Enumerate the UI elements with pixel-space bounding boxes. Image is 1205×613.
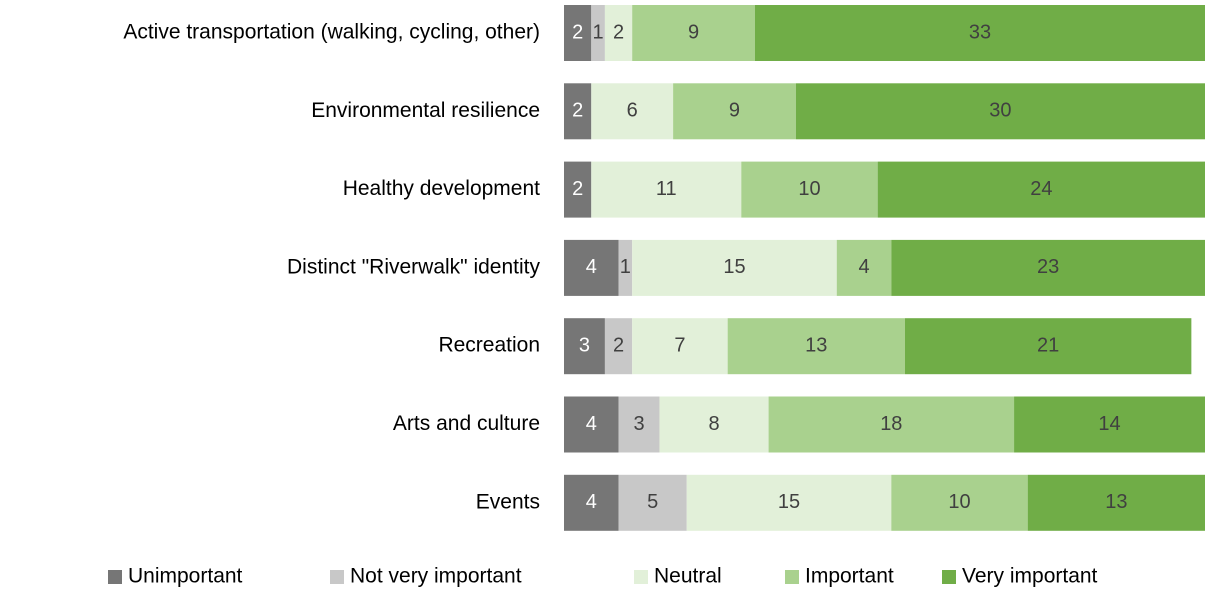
data-label: 10 — [948, 491, 970, 513]
bar-segment — [891, 239, 1205, 296]
data-label: 11 — [656, 178, 677, 200]
bar-segment — [591, 5, 605, 61]
data-label: 4 — [858, 256, 869, 278]
legend-swatch — [942, 570, 956, 584]
data-label: 3 — [579, 334, 590, 356]
bar-segment — [591, 83, 674, 140]
bar-segment — [768, 396, 1015, 453]
bar-segment — [1027, 474, 1205, 531]
data-label: 15 — [778, 491, 800, 513]
bar-segment — [632, 5, 755, 61]
data-label: 2 — [572, 21, 583, 43]
data-label: 2 — [572, 100, 583, 122]
data-label: 1 — [620, 256, 631, 278]
bar-segment — [659, 396, 769, 453]
bar-segment — [618, 474, 687, 531]
legend-label: Unimportant — [128, 565, 243, 588]
data-label: 15 — [723, 256, 745, 278]
bar-segment — [591, 161, 742, 218]
data-label: 7 — [674, 334, 685, 356]
data-label: 4 — [586, 491, 597, 513]
bar-segment — [891, 474, 1028, 531]
bar-segment — [754, 5, 1205, 61]
bar-segment — [836, 239, 892, 296]
data-label: 10 — [798, 178, 820, 200]
data-label: 2 — [572, 178, 583, 200]
data-label: 18 — [880, 413, 902, 435]
data-label: 2 — [613, 21, 624, 43]
y-tick-label: Distinct "Riverwalk" identity — [287, 255, 540, 278]
bar-segment — [604, 5, 633, 61]
legend-label: Important — [805, 565, 894, 588]
y-tick-label: Healthy development — [343, 177, 540, 200]
legend-label: Neutral — [654, 565, 722, 588]
legend-swatch — [330, 570, 344, 584]
y-tick-label: Recreation — [438, 334, 540, 357]
bar-segment — [564, 83, 592, 140]
y-tick-label: Events — [476, 490, 540, 513]
bar-segment — [686, 474, 892, 531]
data-label: 8 — [708, 413, 719, 435]
bar-segment — [564, 396, 619, 453]
bar-segment — [795, 83, 1205, 140]
legend-label: Very important — [962, 565, 1098, 588]
data-label: 3 — [633, 413, 644, 435]
bar-segment — [564, 318, 605, 375]
bar-segment — [564, 474, 619, 531]
bar-segment — [904, 318, 1192, 375]
bar-segment — [564, 161, 592, 218]
bar-segment — [604, 318, 633, 375]
data-label: 9 — [688, 21, 699, 43]
data-label: 5 — [647, 491, 658, 513]
data-label: 14 — [1098, 413, 1120, 435]
bar-segment — [877, 161, 1205, 218]
bar-segment — [741, 161, 878, 218]
data-label: 1 — [593, 21, 604, 43]
data-label: 13 — [1105, 491, 1127, 513]
bar-segment — [632, 318, 728, 375]
legend-label: Not very important — [350, 565, 522, 588]
bar-segment — [1014, 396, 1205, 453]
bar-segment — [727, 318, 905, 375]
bar-segment — [564, 5, 592, 61]
y-tick-label: Environmental resilience — [311, 99, 540, 122]
bar-segment — [618, 239, 633, 296]
data-label: 24 — [1030, 178, 1052, 200]
data-label: 13 — [805, 334, 827, 356]
legend-swatch — [785, 570, 799, 584]
legend-swatch — [108, 570, 122, 584]
data-label: 2 — [613, 334, 624, 356]
bar-segment — [673, 83, 796, 140]
data-label: 33 — [969, 21, 991, 43]
y-tick-label: Arts and culture — [393, 412, 540, 435]
data-label: 4 — [586, 256, 597, 278]
data-label: 9 — [729, 100, 740, 122]
data-label: 21 — [1037, 334, 1059, 356]
data-label: 23 — [1037, 256, 1059, 278]
bar-segment — [564, 239, 619, 296]
bar-segment — [618, 396, 660, 453]
data-label: 6 — [627, 100, 638, 122]
legend-swatch — [634, 570, 648, 584]
y-tick-label: Active transportation (walking, cycling,… — [123, 21, 540, 44]
data-label: 4 — [586, 413, 597, 435]
bar-segment — [632, 239, 837, 296]
data-label: 30 — [989, 100, 1011, 122]
